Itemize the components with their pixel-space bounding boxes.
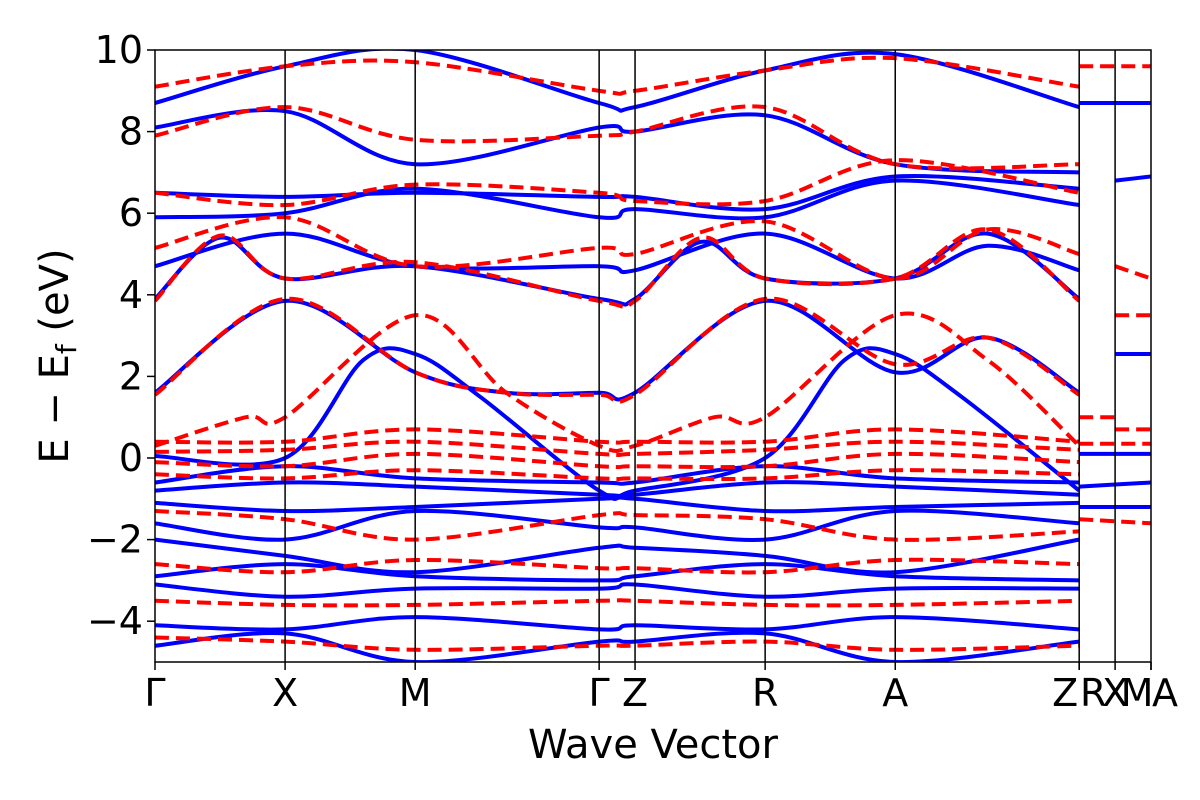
y-axis-title: E − Ef (eV) bbox=[32, 248, 83, 463]
blue-band-line bbox=[1114, 174, 1151, 183]
y-axis-title-main: E − E bbox=[32, 354, 78, 464]
red-band-line bbox=[155, 158, 1080, 208]
y-tick-label: −2 bbox=[87, 518, 143, 562]
x-tick-label: M bbox=[1121, 671, 1154, 715]
x-tick-label: R bbox=[752, 671, 778, 715]
x-tick-label: M bbox=[399, 671, 432, 715]
red-band-line bbox=[155, 215, 1080, 281]
x-tick-label: Γ bbox=[589, 671, 610, 715]
y-axis-title-unit: (eV) bbox=[32, 248, 78, 344]
high-symmetry-lines bbox=[284, 50, 1116, 662]
y-axis-ticks: −4 −2 0 2 4 6 8 10 bbox=[87, 28, 155, 643]
y-tick-label: 6 bbox=[119, 191, 143, 235]
x-tick-label: X bbox=[272, 671, 298, 715]
x-tick-label: A bbox=[882, 671, 908, 715]
y-axis-title-sub: f bbox=[50, 343, 83, 354]
x-tick-label: R bbox=[1080, 671, 1106, 715]
y-tick-label: −4 bbox=[87, 599, 143, 643]
x-tick-label: Z bbox=[1052, 671, 1078, 715]
y-tick-label: 10 bbox=[95, 28, 143, 72]
x-tick-label: Z bbox=[622, 671, 648, 715]
x-tick-label: Γ bbox=[144, 671, 165, 715]
x-axis-title: Wave Vector bbox=[528, 722, 779, 768]
y-tick-label: 8 bbox=[119, 110, 143, 154]
y-tick-label: 2 bbox=[119, 354, 143, 398]
y-tick-label: 0 bbox=[119, 436, 143, 480]
x-tick-label: A bbox=[1152, 671, 1178, 715]
red-band-line bbox=[155, 296, 1081, 404]
x-tick-label: X bbox=[1102, 671, 1128, 715]
red-band-line bbox=[1079, 517, 1151, 526]
red-band-line bbox=[1114, 264, 1151, 281]
y-tick-label: 4 bbox=[119, 273, 143, 317]
plot-frame bbox=[154, 49, 1152, 663]
